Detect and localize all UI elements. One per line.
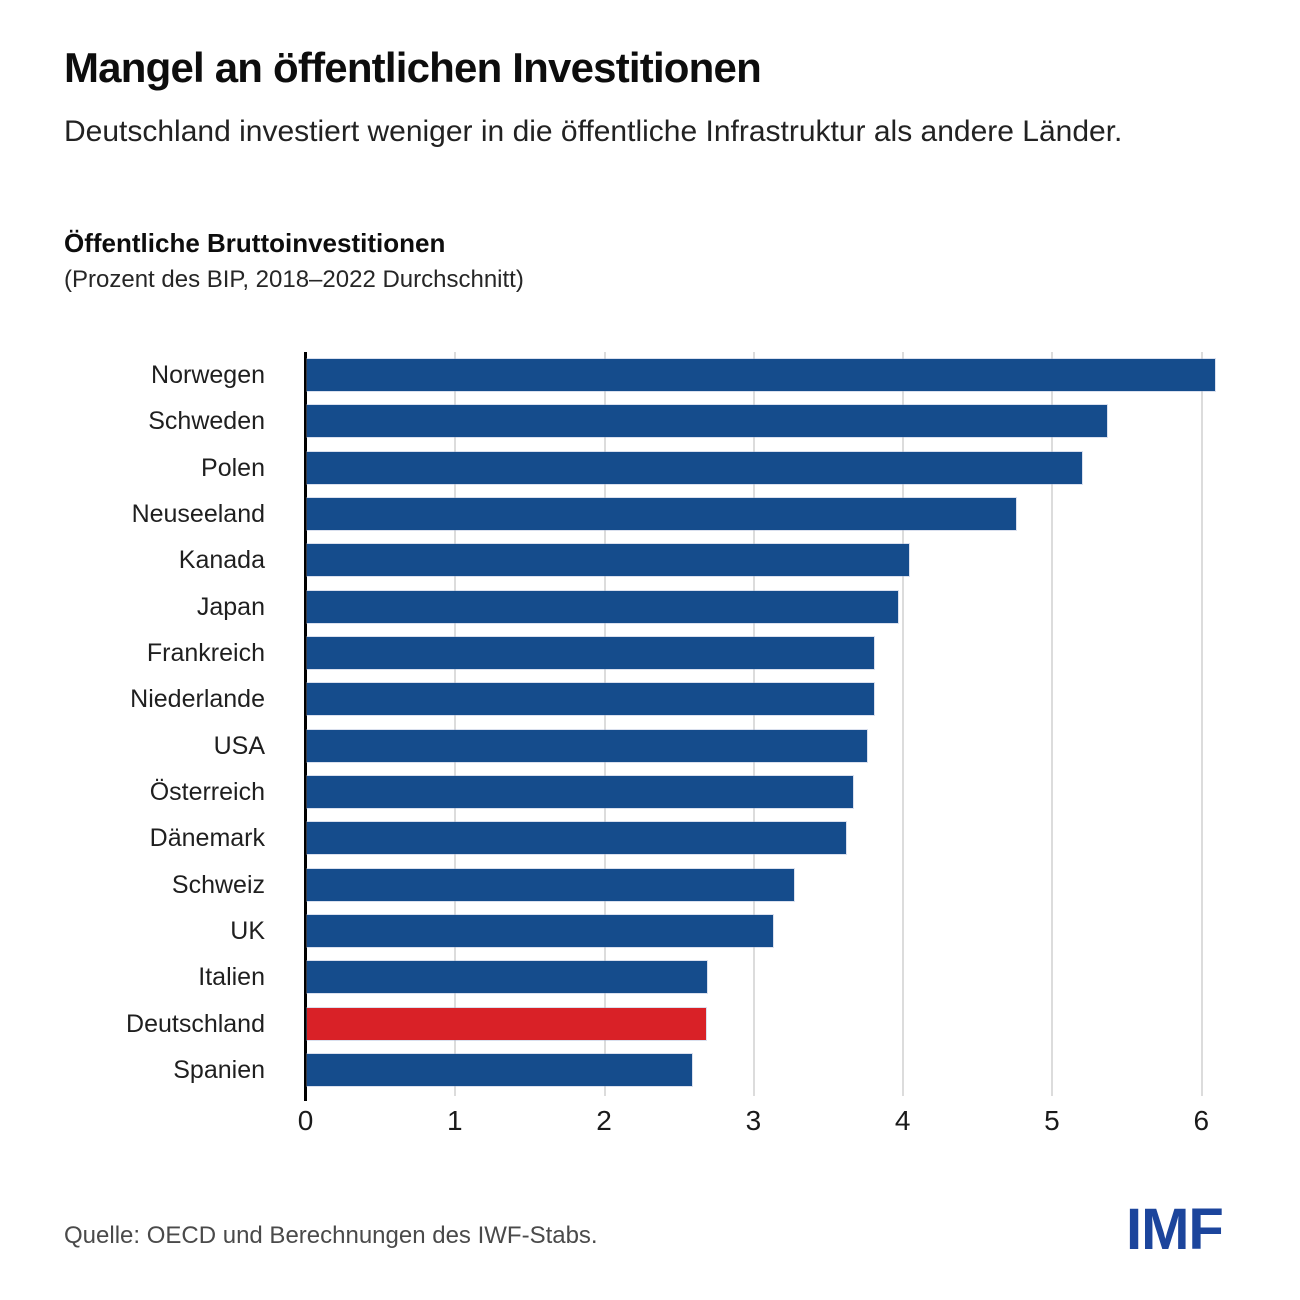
category-label: Spanien [173,1055,265,1084]
category-labels: Norwegen Schweden Polen Neuseeland Kanada Jap… [0,352,265,1093]
y-axis-line [304,352,307,1101]
category-label: USA [213,731,265,760]
category-label: Neuseeland [131,500,265,529]
bar [307,359,1215,392]
category-label: Frankreich [146,639,265,668]
gridline [752,352,755,1096]
x-tick-label: 0 [297,1105,314,1136]
page-title: Mangel an öffentlichen Investitionen [64,44,762,91]
x-axis-tick-labels: 0 1 2 3 4 5 6 [298,1105,1249,1145]
category-label: Norwegen [151,361,265,390]
x-tick-label: 5 [1044,1105,1060,1136]
category-label: UK [230,916,265,945]
category-label: Schweden [148,407,265,436]
chart-subheading: (Prozent des BIP, 2018–2022 Durchschnitt… [64,266,524,293]
bar [307,775,854,808]
category-label: Österreich [149,777,265,806]
category-label: Japan [196,592,265,621]
bar [307,729,867,762]
category-label: Kanada [178,546,265,575]
category-label: Deutschland [126,1009,265,1038]
category-label: Niederlande [130,685,265,714]
x-tick-label: 2 [596,1105,612,1136]
bar [307,868,794,901]
category-label: Italien [198,963,265,992]
imf-logo: IMF [1126,1197,1224,1262]
gridline [454,352,457,1096]
chart-heading: Öffentliche Bruttoinvestitionen [64,228,446,258]
bar [307,405,1108,438]
bar [307,1053,693,1086]
bar-highlight [307,1007,706,1040]
gridline [1200,352,1203,1096]
plot-area [304,352,1249,1101]
gridline [1051,352,1054,1096]
bar [307,451,1082,484]
x-tick-label: 1 [446,1105,463,1136]
bar [307,914,773,947]
x-tick-label: 6 [1193,1105,1210,1136]
x-tick-label: 3 [745,1105,762,1136]
page-subtitle: Deutschland investiert weniger in die öf… [64,115,1123,148]
bar [307,683,875,716]
bar [307,637,875,670]
gridline [603,352,606,1096]
bar [307,961,708,994]
x-tick-label: 4 [894,1105,911,1136]
source-note: Quelle: OECD und Berechnungen des IWF-St… [64,1222,598,1249]
bar [307,590,899,623]
category-label: Polen [201,453,265,482]
category-label: Dänemark [149,824,265,853]
bar [307,498,1017,531]
category-label: Schweiz [171,870,265,899]
gridline [902,352,905,1096]
bar [307,544,909,577]
bar [307,822,846,855]
